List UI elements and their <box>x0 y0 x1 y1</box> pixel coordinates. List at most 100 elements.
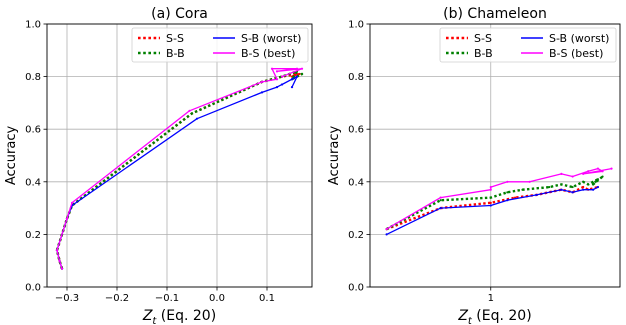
y-tick-label: 1.0 <box>25 20 41 31</box>
data-point <box>190 112 194 115</box>
data-point <box>582 188 585 191</box>
y-tick-label: 0.8 <box>348 72 364 83</box>
y-tick-label: 0.6 <box>25 125 41 136</box>
data-point <box>280 75 284 78</box>
series-line-b-s-best <box>386 167 612 230</box>
data-point <box>587 183 590 186</box>
data-point <box>582 180 585 183</box>
legend-label: S-B (worst) <box>549 32 609 45</box>
data-point <box>280 83 284 86</box>
data-point <box>290 78 294 81</box>
data-point <box>596 167 600 170</box>
data-point <box>55 249 59 252</box>
data-point <box>300 72 304 76</box>
data-point <box>571 191 574 194</box>
legend: S-S B-B S-B (worst) B-S (best) <box>439 27 617 63</box>
x-tick-label: −0.3 <box>55 293 79 304</box>
data-point <box>489 204 492 207</box>
data-point <box>275 86 279 89</box>
y-tick-label: 0.2 <box>348 230 364 241</box>
data-point <box>560 183 563 186</box>
legend-label: B-B <box>166 47 185 60</box>
plot-frame <box>46 23 313 288</box>
data-point <box>489 188 492 191</box>
data-point <box>300 67 304 70</box>
data-point <box>506 191 509 194</box>
data-point <box>260 91 264 94</box>
legend-label: S-S <box>474 32 492 45</box>
chart-title: (a) Cora <box>151 6 208 22</box>
y-axis-label: Accuracy <box>327 126 342 186</box>
x-axis-label: Zt (Eq. 20) <box>142 308 216 325</box>
legend-label: B-S (best) <box>241 47 295 60</box>
data-point <box>489 196 492 199</box>
data-point <box>548 185 551 189</box>
data-point <box>188 109 191 112</box>
y-tick-label: 1.0 <box>348 20 364 31</box>
data-point <box>295 75 299 78</box>
panel-cora: 0.0 0.2 0.4 0.6 0.8 1.0 −0.3 −0.2 −0.1 0.0 0.1 (a) … <box>4 6 313 325</box>
data-point <box>439 207 442 210</box>
data-point <box>528 180 531 183</box>
y-tick-label: 0.4 <box>25 177 41 188</box>
x-axis-label: Zt (Eq. 20) <box>457 308 531 325</box>
data-point <box>587 170 590 173</box>
data-point <box>60 267 64 270</box>
y-axis-label: Accuracy <box>4 126 19 186</box>
data-point <box>270 67 274 70</box>
y-tick-label: 0.6 <box>348 125 364 136</box>
y-tick-label: 0.0 <box>25 283 41 294</box>
y-tick-label: 0.2 <box>25 230 41 241</box>
data-point <box>260 80 264 83</box>
legend-label: B-B <box>474 47 493 60</box>
data-point <box>601 170 604 173</box>
plot-frame <box>369 23 621 288</box>
series-line-s-s <box>55 72 300 269</box>
data-point <box>489 201 492 204</box>
data-point <box>601 175 604 178</box>
data-point <box>275 70 279 73</box>
data-point <box>535 193 538 197</box>
legend-label: B-S (best) <box>549 47 603 60</box>
series-line-s-s <box>386 185 599 231</box>
data-point <box>65 217 69 220</box>
y-tick-label: 0.8 <box>25 72 41 83</box>
data-point <box>275 78 279 81</box>
data-point <box>610 167 613 170</box>
data-point <box>295 67 299 70</box>
data-point <box>592 183 595 186</box>
data-point <box>582 185 585 189</box>
x-tick-label: 1 <box>488 293 494 304</box>
series-line-s-b-worst <box>386 186 599 235</box>
legend-box <box>131 27 309 63</box>
data-point <box>506 180 509 183</box>
data-point <box>571 185 574 189</box>
legend: S-S B-B S-B (worst) B-S (best) <box>131 27 309 63</box>
series-line-s-b-worst <box>56 75 298 269</box>
data-point <box>560 188 563 191</box>
legend-label: S-B (worst) <box>241 32 301 45</box>
legend-label: S-S <box>166 32 184 45</box>
x-tick-label: 0.0 <box>209 293 225 304</box>
data-point <box>439 199 442 202</box>
data-point <box>596 185 600 189</box>
data-point <box>506 199 509 202</box>
data-point <box>489 185 492 189</box>
data-point <box>439 196 442 199</box>
data-point <box>571 175 574 178</box>
data-point <box>521 188 524 191</box>
chart-title: (b) Chameleon <box>443 6 547 22</box>
data-point <box>58 259 61 262</box>
data-point <box>596 178 600 181</box>
series-group <box>55 67 304 270</box>
data-point <box>70 201 74 204</box>
data-point <box>582 172 585 176</box>
y-tick-label: 0.4 <box>348 177 364 188</box>
x-tick-label: 0.1 <box>259 293 275 304</box>
y-tick-label: 0.0 <box>348 283 364 294</box>
series-line-b-b <box>55 70 304 269</box>
data-point <box>298 72 301 76</box>
legend-box <box>439 27 617 63</box>
panel-chameleon: 0.0 0.2 0.4 0.6 0.8 1.0 1 (b) Chameleon Zt (Eq. … <box>327 6 621 325</box>
